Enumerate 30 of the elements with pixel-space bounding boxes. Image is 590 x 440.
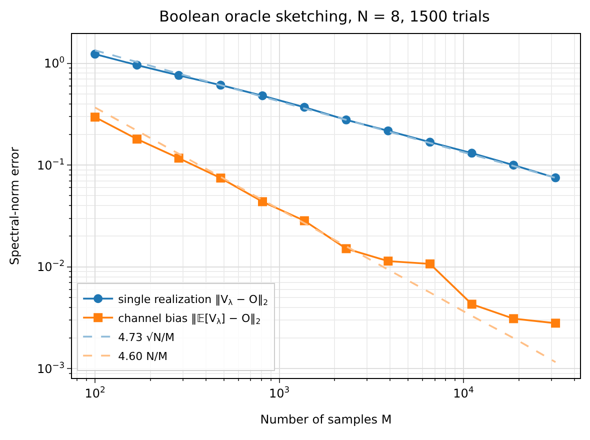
x-tick-label: 10$^{4}$ <box>453 384 474 400</box>
x-axis-title: Number of samples M <box>260 412 392 426</box>
legend-label: single realization ‖V$_{λ}$ − O‖$_{2}$ <box>118 292 268 308</box>
point <box>384 126 393 136</box>
point <box>216 174 226 183</box>
point <box>425 259 434 268</box>
point <box>90 112 100 122</box>
point <box>258 91 267 100</box>
y-tick-label: 10$^{−1}$ <box>36 156 65 172</box>
x-tick-label: 10$^{3}$ <box>268 384 290 400</box>
y-tick-label: 10$^{−3}$ <box>36 360 65 376</box>
legend-label: 4.73 √N/M <box>118 330 175 344</box>
point <box>509 314 518 324</box>
y-tick-label: 10$^{0}$ <box>44 54 65 70</box>
point <box>342 244 351 254</box>
chart-title: Boolean oracle sketching, N = 8, 1500 trials <box>159 8 490 26</box>
line-series <box>94 106 556 364</box>
point <box>174 70 184 80</box>
point <box>467 148 476 158</box>
point <box>258 197 267 206</box>
point <box>384 256 393 266</box>
y-axis-title: Spectral-norm error <box>7 146 22 266</box>
point <box>551 318 560 328</box>
legend-label: channel bias ‖𝔼[V$_{λ}$] − O‖$_{2}$ <box>118 312 261 326</box>
x-tick-label: 10$^{2}$ <box>84 384 106 400</box>
point <box>132 134 142 144</box>
point <box>467 300 476 309</box>
legend-label: 4.60 N/M <box>118 350 168 363</box>
point <box>174 154 184 163</box>
y-tick-label: 10$^{−2}$ <box>36 258 65 274</box>
